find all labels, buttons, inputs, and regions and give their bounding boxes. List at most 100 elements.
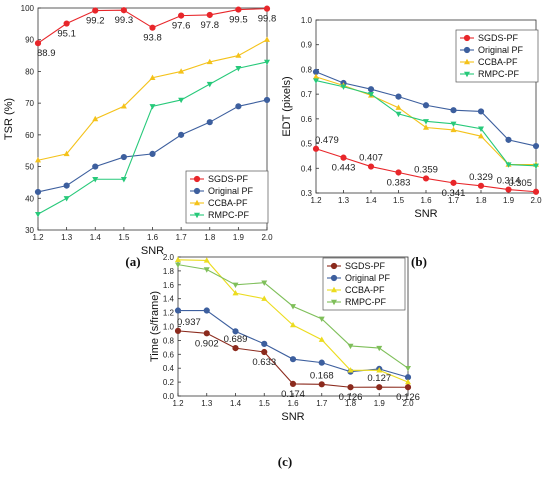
- data-point: [405, 366, 411, 372]
- y-tick-label: 1.4: [163, 295, 175, 304]
- legend-swatch-marker: [331, 286, 337, 293]
- data-point: [149, 74, 156, 80]
- y-tick-label: 0.6: [163, 350, 175, 359]
- data-point: [149, 24, 156, 31]
- data-point: [174, 307, 182, 314]
- x-tick-label: 1.3: [201, 399, 213, 408]
- data-label: 97.6: [172, 21, 191, 32]
- data-point: [235, 6, 242, 13]
- chart-panel-3: 1.2 1.3 1.4 1.5 1.6 1.7 1.8 1.9 2.0 0.0 0.2 0.4 0.6 0…: [149, 253, 420, 469]
- data-point: [318, 316, 325, 323]
- data-label: 0.126: [339, 392, 363, 403]
- legend-entry: CCBA-PF: [478, 57, 518, 67]
- data-point: [423, 124, 429, 130]
- data-point: [178, 97, 185, 104]
- data-point: [422, 175, 430, 182]
- data-point: [203, 307, 210, 314]
- series-sgds-pf: [174, 327, 412, 391]
- data-point: [318, 381, 325, 388]
- legend-entry: CCBA-PF: [208, 198, 248, 208]
- x-axis-label: SNR: [281, 411, 304, 423]
- data-point: [533, 163, 539, 170]
- y-tick-label: 1.8: [163, 267, 175, 276]
- x-tick-label: 1.9: [233, 233, 245, 242]
- data-point: [34, 188, 42, 196]
- panel-label: (c): [278, 454, 292, 469]
- series-original-pf: [312, 68, 540, 150]
- chart-panel-1: 1.2 1.3 1.4 1.5 1.6 1.7 1.8 1.9 2.0 30 40 50 60 70 80 9…: [3, 4, 276, 269]
- data-point: [422, 102, 430, 109]
- legend-entry: SGDS-PF: [208, 174, 249, 184]
- x-tick-label: 1.2: [32, 233, 44, 242]
- x-tick-label: 1.2: [172, 399, 184, 408]
- data-point: [532, 188, 540, 195]
- x-tick-label: 1.4: [365, 196, 377, 205]
- x-tick-label: 1.8: [345, 399, 357, 408]
- legend-entry: Original PF: [345, 273, 391, 283]
- data-point: [63, 20, 70, 27]
- data-point: [264, 59, 270, 66]
- x-tick-label: 1.6: [420, 196, 432, 205]
- data-point: [450, 179, 457, 186]
- data-point: [232, 282, 239, 288]
- y-tick-label: 1.2: [163, 309, 175, 318]
- series-sgds-pf: [312, 145, 540, 195]
- data-point: [149, 104, 156, 110]
- data-point: [206, 58, 213, 65]
- legend-swatch-marker: [193, 175, 201, 183]
- x-tick-label: 1.9: [374, 399, 386, 408]
- data-point: [423, 119, 429, 125]
- y-tick-label: 0.0: [163, 392, 175, 401]
- data-label: 0.359: [414, 164, 438, 175]
- data-label: 99.5: [229, 15, 248, 26]
- x-axis-label: SNR: [141, 245, 164, 257]
- data-point: [477, 108, 485, 115]
- data-label: 0.407: [359, 153, 383, 164]
- data-label: 0.127: [367, 373, 391, 384]
- data-point: [235, 103, 242, 110]
- data-label: 95.1: [57, 29, 76, 40]
- data-point: [261, 280, 268, 286]
- data-point: [376, 345, 383, 352]
- data-point: [395, 169, 402, 176]
- x-tick-label: 2.0: [530, 196, 542, 205]
- x-tick-label: 1.6: [287, 399, 299, 408]
- data-point: [450, 126, 457, 133]
- data-label: 0.633: [252, 357, 276, 368]
- data-point: [340, 154, 347, 161]
- data-label: 0.902: [195, 338, 219, 349]
- data-label: 99.2: [86, 16, 105, 27]
- data-point: [34, 40, 42, 47]
- data-point: [477, 182, 485, 189]
- legend-entry: RMPC-PF: [345, 297, 386, 307]
- data-point: [313, 73, 319, 80]
- series-original-pf: [34, 96, 271, 196]
- legend-entry: SGDS-PF: [478, 33, 519, 43]
- data-point: [203, 267, 210, 273]
- y-tick-label: 80: [25, 67, 34, 76]
- x-tick-label: 1.7: [448, 196, 460, 205]
- x-tick-label: 1.6: [147, 233, 159, 242]
- data-point: [505, 186, 512, 193]
- data-point: [178, 12, 185, 19]
- x-tick-label: 1.3: [338, 196, 350, 205]
- series-ccba-pf: [175, 256, 411, 385]
- x-tick-label: 1.4: [90, 233, 102, 242]
- y-tick-label: 0.8: [301, 65, 313, 74]
- y-tick-label: 90: [25, 36, 34, 45]
- data-point: [532, 142, 540, 150]
- data-point: [478, 132, 484, 139]
- data-point: [235, 66, 242, 72]
- data-point: [347, 384, 354, 391]
- series-line: [37, 39, 268, 161]
- legend: SGDS-PF Original PF CCBA-PF RMPC-PF: [185, 170, 269, 224]
- data-point: [174, 327, 182, 334]
- data-point: [92, 7, 99, 14]
- series-rmpc-pf: [175, 262, 411, 372]
- legend-swatch-marker: [194, 212, 200, 219]
- data-label: 0.383: [387, 177, 411, 188]
- data-point: [289, 356, 297, 363]
- data-label: 0.689: [224, 334, 248, 345]
- data-point: [120, 177, 127, 183]
